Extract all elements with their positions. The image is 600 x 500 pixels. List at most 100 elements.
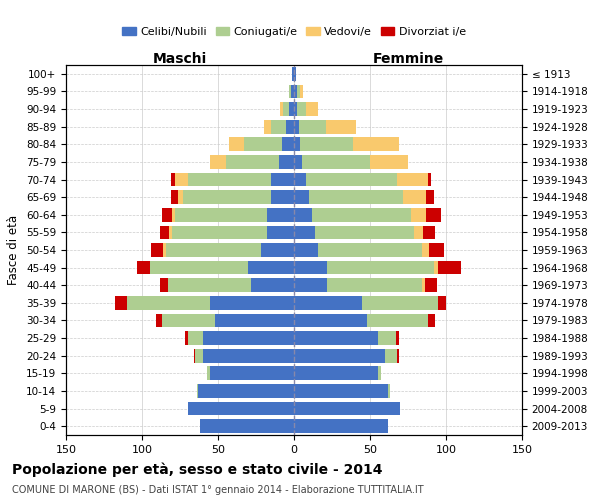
- Bar: [403, 190, 426, 204]
- Bar: [188, 331, 203, 345]
- Bar: [294, 296, 362, 310]
- Bar: [175, 208, 266, 222]
- Bar: [260, 243, 294, 257]
- Bar: [294, 155, 302, 169]
- Bar: [200, 420, 294, 433]
- Text: COMUNE DI MARONE (BS) - Dati ISTAT 1° gennaio 2014 - Elaborazione TUTTITALIA.IT: COMUNE DI MARONE (BS) - Dati ISTAT 1° ge…: [12, 485, 424, 495]
- Bar: [422, 278, 425, 292]
- Bar: [229, 138, 244, 151]
- Bar: [188, 172, 271, 186]
- Bar: [172, 226, 266, 239]
- Bar: [203, 331, 294, 345]
- Bar: [294, 102, 297, 116]
- Bar: [160, 226, 169, 239]
- Bar: [425, 278, 437, 292]
- Bar: [426, 208, 442, 222]
- Bar: [377, 366, 380, 380]
- Bar: [294, 331, 377, 345]
- Bar: [188, 402, 294, 415]
- Bar: [195, 349, 203, 362]
- Bar: [283, 102, 289, 116]
- Bar: [294, 349, 385, 362]
- Bar: [328, 278, 422, 292]
- Bar: [429, 243, 445, 257]
- Bar: [434, 260, 439, 274]
- Bar: [294, 120, 299, 134]
- Bar: [291, 84, 294, 98]
- Text: Popolazione per età, sesso e stato civile - 2014: Popolazione per età, sesso e stato civil…: [12, 462, 383, 477]
- Bar: [428, 314, 436, 328]
- Bar: [294, 138, 300, 151]
- Text: Maschi: Maschi: [153, 52, 207, 66]
- Bar: [397, 349, 399, 362]
- Bar: [211, 155, 226, 169]
- Bar: [306, 172, 397, 186]
- Bar: [300, 84, 303, 98]
- Bar: [282, 138, 294, 151]
- Bar: [198, 384, 294, 398]
- Bar: [388, 384, 390, 398]
- Bar: [377, 331, 396, 345]
- Bar: [319, 243, 422, 257]
- Bar: [396, 331, 399, 345]
- Bar: [162, 208, 172, 222]
- Bar: [297, 102, 306, 116]
- Bar: [169, 226, 172, 239]
- Bar: [292, 67, 294, 80]
- Bar: [208, 366, 211, 380]
- Bar: [294, 278, 328, 292]
- Bar: [309, 190, 403, 204]
- Bar: [312, 208, 411, 222]
- Bar: [137, 260, 149, 274]
- Bar: [302, 155, 370, 169]
- Bar: [171, 190, 178, 204]
- Bar: [414, 226, 423, 239]
- Bar: [171, 172, 175, 186]
- Bar: [306, 102, 319, 116]
- Bar: [266, 226, 294, 239]
- Bar: [178, 190, 183, 204]
- Bar: [294, 260, 328, 274]
- Bar: [183, 190, 271, 204]
- Bar: [289, 84, 291, 98]
- Bar: [423, 226, 436, 239]
- Bar: [166, 243, 260, 257]
- Bar: [266, 208, 294, 222]
- Bar: [280, 102, 283, 116]
- Bar: [411, 208, 426, 222]
- Bar: [286, 120, 294, 134]
- Y-axis label: Fasce di età: Fasce di età: [7, 215, 20, 285]
- Bar: [385, 349, 397, 362]
- Bar: [211, 366, 294, 380]
- Bar: [397, 172, 428, 186]
- Bar: [151, 243, 163, 257]
- Bar: [160, 278, 168, 292]
- Bar: [294, 67, 296, 80]
- Bar: [294, 420, 388, 433]
- Bar: [172, 208, 175, 222]
- Bar: [194, 349, 195, 362]
- Bar: [271, 120, 286, 134]
- Bar: [362, 296, 439, 310]
- Bar: [299, 120, 326, 134]
- Bar: [353, 138, 399, 151]
- Bar: [185, 331, 188, 345]
- Bar: [294, 384, 388, 398]
- Text: Femmine: Femmine: [373, 52, 443, 66]
- Bar: [215, 314, 294, 328]
- Bar: [294, 243, 319, 257]
- Bar: [426, 190, 434, 204]
- Bar: [168, 278, 251, 292]
- Bar: [289, 102, 294, 116]
- Bar: [271, 190, 294, 204]
- Bar: [162, 314, 215, 328]
- Bar: [439, 296, 446, 310]
- Bar: [127, 296, 211, 310]
- Bar: [326, 120, 356, 134]
- Bar: [294, 402, 400, 415]
- Bar: [294, 190, 309, 204]
- Bar: [294, 208, 312, 222]
- Bar: [175, 172, 188, 186]
- Bar: [115, 296, 127, 310]
- Bar: [244, 138, 282, 151]
